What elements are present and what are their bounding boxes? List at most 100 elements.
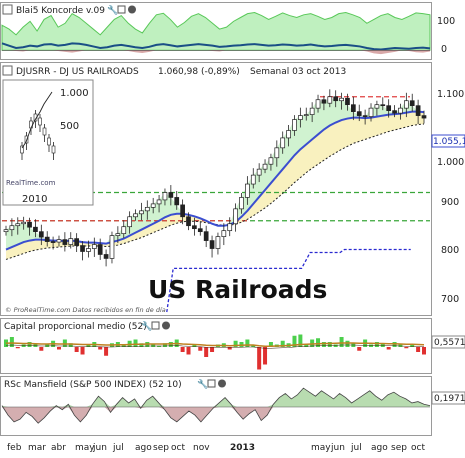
candle-body <box>287 130 291 137</box>
candle-body <box>393 111 397 113</box>
koncorde-tick-0: 0 <box>441 44 447 55</box>
inset-tick-500: 500 <box>60 121 79 132</box>
x-tick-label: jul <box>112 443 124 453</box>
capital-bar <box>10 337 14 347</box>
x-tick-label: ago <box>371 443 388 453</box>
candle-body <box>204 232 208 241</box>
candle-body <box>75 239 79 246</box>
candle-body <box>145 207 149 210</box>
x-tick-label: jun <box>92 443 107 453</box>
wrench-icon[interactable]: 🔧 <box>197 378 208 390</box>
candle-body <box>228 224 232 231</box>
candle-body <box>222 231 226 237</box>
price-tick-700: 700 <box>441 294 459 305</box>
candle-body <box>387 106 391 111</box>
price-tick-900: 900 <box>441 197 459 208</box>
candle-body <box>139 211 143 214</box>
candle-body <box>169 192 173 197</box>
candle-body <box>187 217 191 226</box>
capital-bar <box>75 347 79 352</box>
window-icon[interactable] <box>208 380 215 387</box>
capital-bar <box>340 337 344 347</box>
collapse-toggle-icon[interactable] <box>3 5 12 14</box>
candle-body <box>128 217 132 227</box>
capital-bar <box>98 347 102 350</box>
capital-bar <box>387 347 391 350</box>
candle-body <box>116 234 120 236</box>
close-icon[interactable] <box>128 6 136 14</box>
candle-body <box>263 164 267 169</box>
candle-body <box>198 229 202 232</box>
candle-body <box>175 197 179 204</box>
capital-bar <box>104 347 108 356</box>
price-period: Semanal 03 oct 2013 <box>250 67 346 77</box>
collapse-toggle-icon[interactable] <box>3 66 12 75</box>
candle-body <box>410 101 414 106</box>
wrench-icon[interactable]: 🔧 <box>141 320 152 332</box>
candle-body <box>292 120 296 131</box>
candle-body <box>110 236 114 259</box>
capital-bar <box>198 347 202 351</box>
candle-body <box>281 138 285 148</box>
capital-bar <box>187 347 191 355</box>
data-source-note: © ProRealTime.com Datos recibidos en fin… <box>5 306 166 314</box>
candle-body <box>340 98 344 100</box>
last-price-label: 1.055,1 <box>433 137 465 147</box>
capital-bar <box>39 347 43 351</box>
candle-body <box>92 245 96 249</box>
window-icon[interactable] <box>118 6 125 13</box>
price-last-change: 1.060,98 (-0,89%) <box>158 67 240 77</box>
candle-body <box>51 242 55 243</box>
candle-body <box>269 158 273 164</box>
koncorde-tick-100: 100 <box>437 16 455 27</box>
candle-body <box>381 105 385 106</box>
candle-body <box>257 169 261 175</box>
capital-bar <box>16 347 20 348</box>
candle-body <box>69 239 73 245</box>
candle-body <box>63 240 67 245</box>
candle-body <box>22 222 26 223</box>
wrench-icon[interactable]: 🔧 <box>107 4 118 16</box>
candle-body <box>10 226 14 230</box>
mansfield-title: RSc Mansfield (S&P 500 INDEX) (52 10) <box>4 380 182 390</box>
candle-body <box>134 214 138 217</box>
x-tick-label: sep <box>391 443 407 453</box>
inset-brand: RealTime.com <box>6 179 56 187</box>
candle-body <box>351 105 355 112</box>
candle-body <box>39 232 43 237</box>
candle-body <box>192 226 196 229</box>
inset-candle-body <box>52 146 55 153</box>
capital-bar <box>134 340 138 348</box>
candle-body <box>181 205 185 217</box>
x-tick-label: nov <box>193 443 210 453</box>
candle-body <box>345 98 349 104</box>
close-icon[interactable] <box>162 322 170 330</box>
price-panel: DJUSRR - DJ US RAILROADS 1.060,98 (-0,89… <box>1 63 465 316</box>
candle-body <box>81 246 85 252</box>
candle-body <box>416 106 420 116</box>
window-icon[interactable] <box>152 322 159 329</box>
capital-bar <box>404 347 408 348</box>
capital-bar <box>257 347 261 370</box>
candle-body <box>375 105 379 108</box>
chart-watermark-title: US Railroads <box>148 275 327 304</box>
capital-bar <box>357 347 361 351</box>
capital-bar <box>245 340 249 348</box>
candle-body <box>234 209 238 224</box>
koncorde-title: Blai5 Koncorde v.09 <box>16 6 105 16</box>
capital-bar <box>416 347 420 352</box>
candle-body <box>310 108 314 114</box>
candle-body <box>363 116 367 117</box>
close-icon[interactable] <box>218 380 226 388</box>
koncorde-panel: Blai5 Koncorde v.09 🔧 100 0 <box>1 3 456 60</box>
candle-body <box>16 224 20 226</box>
price-symbol: DJUSRR - DJ US RAILROADS <box>16 67 139 77</box>
candle-body <box>151 204 155 207</box>
x-tick-label: jun <box>330 443 345 453</box>
capital-title: Capital proporcional medio (52) <box>4 322 147 332</box>
inset-candle-body <box>48 138 51 145</box>
capital-bar <box>334 345 338 348</box>
overview-inset[interactable]: 1.000 500 RealTime.com 2010 <box>3 80 93 205</box>
